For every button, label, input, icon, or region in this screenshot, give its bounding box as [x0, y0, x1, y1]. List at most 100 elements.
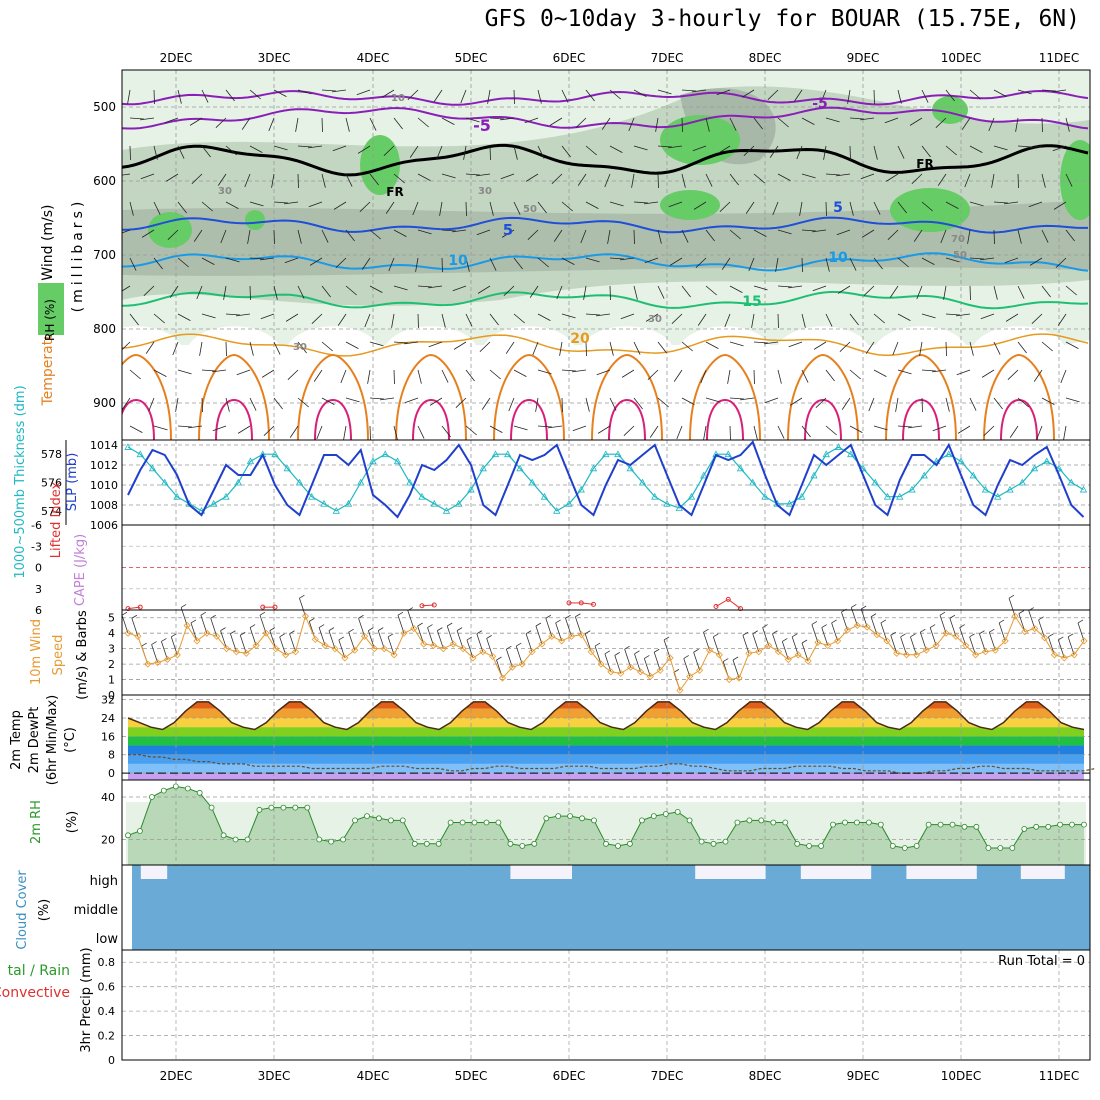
contour-label-16: 70 — [951, 234, 965, 245]
rh-point — [483, 819, 490, 826]
wind-barb — [561, 369, 577, 372]
wind-barb — [705, 229, 715, 242]
ylabel-millibars: (millibars) — [70, 198, 86, 313]
wind-barb — [561, 89, 569, 103]
wind-barb — [164, 117, 179, 124]
ylabel-precip-total: tal / Rain — [8, 963, 70, 979]
wind-barb — [868, 397, 875, 412]
wind-barb — [476, 173, 491, 177]
thickness-point — [455, 499, 463, 507]
wind-barb — [172, 341, 179, 356]
temp-label-group: (°C) — [63, 727, 78, 753]
wind-barb — [500, 117, 515, 121]
wind-barb — [196, 285, 203, 300]
wind-barb — [825, 369, 835, 382]
wind10-barb-flag — [180, 604, 187, 608]
wind10-barb-flag — [654, 648, 660, 653]
wind-barb — [681, 89, 697, 92]
wind-barb — [505, 341, 515, 354]
wind10-barb — [929, 627, 937, 646]
wind10-point — [154, 658, 162, 667]
wind-barb — [129, 425, 143, 433]
rh-point — [447, 819, 454, 826]
wind-barb — [788, 285, 803, 289]
contour-label-5: 10 — [828, 250, 848, 266]
rh-point — [674, 809, 681, 815]
thickness-point — [540, 492, 549, 500]
wind-barb — [673, 369, 683, 382]
wind-barb — [537, 257, 549, 268]
rh-point — [818, 843, 824, 849]
wind-barb — [633, 89, 647, 97]
rh-point — [411, 840, 418, 847]
wind10-point — [429, 641, 438, 650]
wind-barb — [1065, 285, 1077, 296]
wind10-point — [656, 666, 664, 674]
wind10-barb-flag — [249, 624, 256, 628]
temp-contour-30-loop-4 — [510, 398, 548, 440]
rh-area — [128, 786, 1084, 865]
precip-frame — [121, 949, 1091, 1061]
wind-label-group: 10m Wind — [29, 619, 44, 685]
ylabel-precip-convective: Convective — [0, 985, 70, 1001]
thickness-point — [724, 450, 732, 458]
wind-barb — [729, 229, 741, 240]
wind-barb — [489, 201, 494, 216]
wind10-point — [617, 669, 625, 677]
wind-barb — [609, 145, 623, 153]
upper-ytick-700: 700 — [93, 248, 116, 262]
wind10-point — [1041, 634, 1049, 642]
wind-barb — [441, 425, 451, 438]
wind-barb — [359, 201, 371, 212]
wind-barb — [1041, 397, 1055, 405]
wind10-barb — [466, 639, 474, 659]
wind-barb — [793, 89, 803, 102]
wind10-barb — [515, 645, 523, 665]
wind-barb — [452, 229, 467, 233]
wind-barb — [289, 425, 299, 438]
wind10-barb-flag — [870, 613, 877, 618]
wind10-point — [834, 637, 842, 645]
wind10-barb-flag — [131, 614, 138, 619]
temp-contour-25-loop-3 — [395, 353, 467, 440]
wind10-barb — [417, 625, 425, 645]
wind10-point — [705, 646, 714, 654]
wind-barb — [433, 89, 443, 102]
wind-barb — [839, 341, 851, 352]
rh-point — [615, 843, 621, 849]
wind-barb — [767, 89, 779, 100]
rh-point — [304, 804, 311, 811]
wind10-barb-flag — [289, 630, 295, 635]
wind10-barb-flag — [171, 633, 177, 638]
wind10-barb — [486, 638, 494, 657]
wind10-point — [853, 621, 861, 630]
temp-contour-25-loop-0 — [122, 353, 172, 440]
thickness-point — [430, 499, 438, 507]
temp-bands — [128, 701, 1084, 780]
wind10-point — [1060, 654, 1068, 662]
high-cloud-break-3 — [800, 865, 872, 879]
wind-barb — [537, 369, 552, 375]
wind-barb — [921, 313, 936, 319]
temp-contour-25-loop-4 — [493, 353, 565, 440]
wind10-barb — [525, 633, 533, 652]
wind-barb — [561, 201, 573, 212]
wind-barb — [241, 117, 251, 130]
wind-barb — [249, 285, 251, 301]
wind-barb — [249, 397, 257, 411]
wind-barb — [892, 341, 899, 356]
wind-barb — [537, 89, 542, 104]
wind-barb — [964, 173, 971, 188]
wind10-point — [725, 675, 733, 684]
wind10-barb-flag — [121, 611, 128, 616]
wind-barb — [623, 425, 635, 436]
wind10-barb — [121, 615, 129, 634]
rh-point — [889, 843, 896, 849]
wind10-point — [1001, 637, 1009, 645]
wind-barb — [789, 397, 803, 406]
wind-barb — [681, 285, 691, 298]
wind10-barb — [368, 630, 375, 649]
ylabel-temp-0: 2m Temp — [9, 710, 24, 770]
wind-barb — [777, 369, 782, 384]
temp-tick-32: 32 — [101, 694, 115, 707]
